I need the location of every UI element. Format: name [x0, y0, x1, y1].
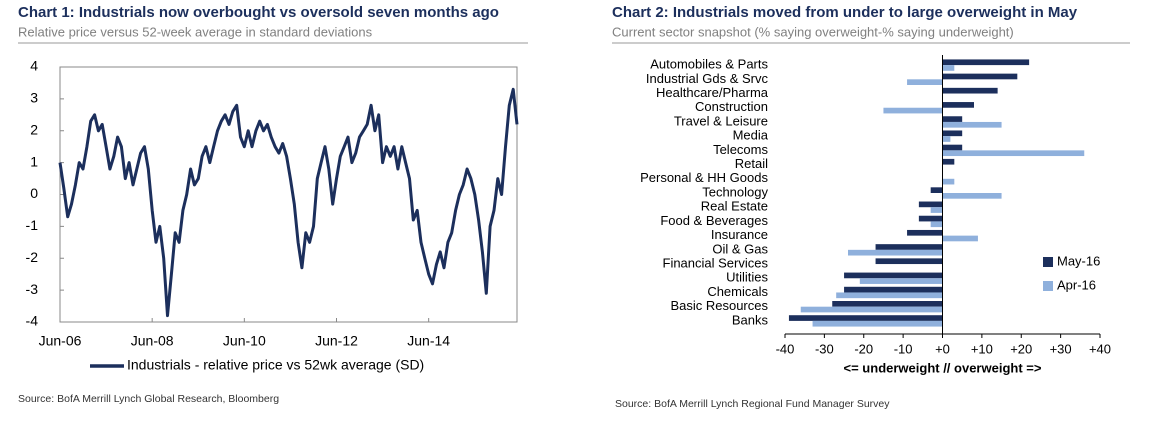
category-label: Travel & Leisure [674, 113, 768, 128]
bar [836, 292, 943, 299]
category-label: Oil & Gas [712, 241, 768, 256]
y-tick-label: -3 [26, 281, 39, 297]
bar [942, 121, 1002, 128]
legend-label: Apr-16 [1057, 277, 1096, 292]
y-tick-label: 4 [30, 58, 38, 74]
bar [942, 130, 963, 137]
bar [800, 306, 943, 313]
category-label: Insurance [711, 227, 768, 242]
category-label: Telecoms [713, 142, 768, 157]
category-label: Healthcare/Pharma [656, 85, 769, 100]
bar [844, 272, 943, 279]
chart-title: Chart 2: Industrials moved from under to… [612, 4, 1078, 21]
y-tick-label: -4 [26, 313, 39, 329]
x-tick-label: +40 [1089, 341, 1111, 356]
category-label: Personal & HH Goods [640, 170, 768, 185]
x-tick-label: Jun-10 [223, 333, 266, 349]
bar [844, 286, 943, 293]
source: Source: BofA Merrill Lynch Regional Fund… [615, 398, 890, 410]
category-label: Construction [695, 99, 768, 114]
bar [883, 107, 943, 114]
bar [942, 235, 978, 242]
bar [907, 79, 943, 85]
bar [942, 116, 963, 122]
legend-label: Industrials - relative price vs 52wk ave… [127, 357, 424, 373]
x-tick-label: +30 [1050, 341, 1072, 356]
chart-title: Chart 1: Industrials now overbought vs o… [18, 4, 499, 21]
bar [930, 221, 943, 228]
bar [918, 215, 943, 222]
bar [832, 301, 943, 307]
x-tick-label: Jun-12 [315, 333, 358, 349]
x-tick-label: +10 [971, 341, 993, 356]
bar [875, 258, 943, 265]
x-tick-label: Jun-14 [407, 333, 450, 349]
category-label: Financial Services [663, 255, 769, 270]
y-tick-label: 1 [30, 153, 38, 169]
x-tick-label: -20 [854, 341, 873, 356]
bar [848, 249, 943, 256]
y-tick-label: 0 [30, 185, 38, 201]
bar [942, 136, 951, 142]
bar [788, 315, 943, 321]
y-tick-label: 2 [30, 121, 38, 137]
bar [942, 87, 998, 94]
x-tick-label: Jun-06 [39, 333, 82, 349]
category-label: Industrial Gds & Srvc [646, 71, 769, 86]
category-label: Automobiles & Parts [650, 57, 768, 72]
bar [942, 59, 1030, 66]
category-label: Chemicals [707, 284, 768, 299]
bar [930, 207, 943, 213]
category-label: Food & Beverages [660, 213, 768, 228]
bar [942, 150, 1085, 157]
x-tick-label: +0 [935, 341, 950, 356]
bar [918, 201, 943, 208]
chart-subtitle: Relative price versus 52-week average in… [18, 24, 373, 39]
bar [942, 158, 955, 165]
legend-label: May-16 [1057, 253, 1100, 268]
x-axis-label: <= underweight // overweight => [844, 360, 1042, 375]
category-label: Real Estate [701, 199, 768, 214]
y-tick-label: 3 [30, 90, 38, 106]
bar [942, 102, 974, 108]
x-tick-label: -30 [815, 341, 834, 356]
bar [907, 229, 943, 236]
x-tick-label: Jun-08 [131, 333, 174, 349]
x-tick-label: -40 [776, 341, 795, 356]
bar [942, 144, 963, 151]
bar [859, 278, 943, 284]
legend-swatch [1043, 281, 1053, 291]
x-tick-label: -10 [894, 341, 913, 356]
category-label: Retail [735, 156, 768, 171]
x-tick-label: +20 [1010, 341, 1032, 356]
y-tick-label: -2 [26, 249, 39, 265]
plot-frame [59, 66, 518, 323]
category-label: Basic Resources [670, 298, 768, 313]
line [58, 87, 519, 318]
legend-swatch [1043, 257, 1053, 267]
bar [942, 193, 1002, 199]
y-tick-label: -1 [26, 217, 39, 233]
category-label: Technology [702, 184, 768, 199]
bar [812, 320, 943, 327]
bar [942, 65, 955, 71]
bar [875, 244, 943, 250]
category-label: Banks [732, 312, 769, 327]
category-label: Media [733, 128, 769, 143]
bar [930, 187, 943, 193]
bar [942, 73, 1018, 80]
chart-subtitle: Current sector snapshot (% saying overwe… [612, 24, 1014, 39]
bar [942, 178, 955, 185]
source: Source: BofA Merrill Lynch Global Resear… [18, 393, 279, 405]
category-label: Utilities [726, 270, 768, 285]
